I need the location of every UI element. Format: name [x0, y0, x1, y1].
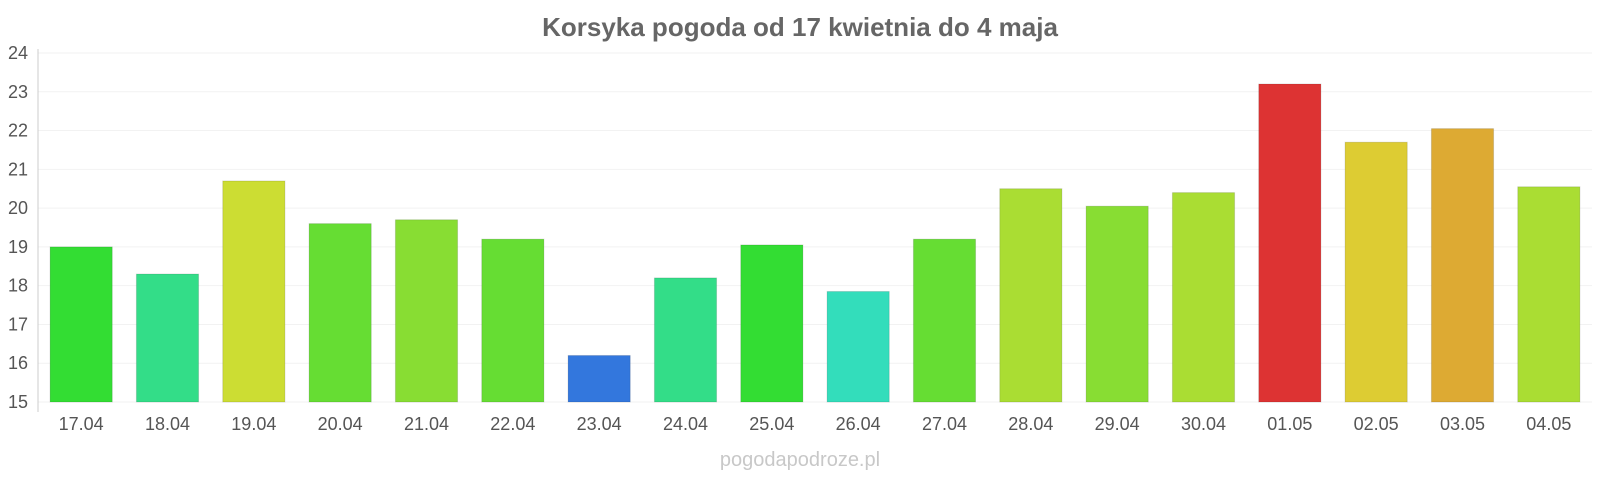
x-tick-label: 04.05 [1526, 414, 1571, 434]
y-tick-label: 21 [8, 159, 28, 179]
bar [481, 238, 545, 403]
bar [222, 180, 286, 403]
bar [826, 290, 890, 403]
x-tick-label: 26.04 [836, 414, 881, 434]
x-tick-label: 02.05 [1354, 414, 1399, 434]
x-tick-label: 29.04 [1095, 414, 1140, 434]
y-tick-label: 20 [8, 198, 28, 218]
y-tick-label: 15 [8, 392, 28, 412]
x-tick-label: 24.04 [663, 414, 708, 434]
x-tick-label: 27.04 [922, 414, 967, 434]
x-tick-label: 21.04 [404, 414, 449, 434]
x-tick-label: 19.04 [231, 414, 276, 434]
x-axis: 17.04 18.04 19.04 20.04 21.04 22.04 23.04 24.04… [59, 414, 1572, 434]
x-tick-label: 30.04 [1181, 414, 1226, 434]
x-tick-label: 18.04 [145, 414, 190, 434]
y-tick-label: 23 [8, 82, 28, 102]
bar [1171, 192, 1236, 403]
bar [1344, 141, 1408, 403]
x-tick-label: 20.04 [318, 414, 363, 434]
bars [49, 83, 1581, 403]
x-tick-label: 01.05 [1267, 414, 1312, 434]
x-tick-label: 28.04 [1008, 414, 1053, 434]
y-axis: 15 16 17 18 19 20 21 22 23 24 [8, 43, 39, 412]
y-tick-label: 18 [8, 276, 28, 296]
bar [308, 223, 372, 403]
gridlines [38, 52, 1592, 403]
bar [1085, 205, 1149, 403]
y-tick-label: 22 [8, 121, 28, 141]
y-tick-label: 17 [8, 314, 28, 334]
y-tick-label: 19 [8, 237, 28, 257]
x-tick-label: 17.04 [59, 414, 104, 434]
bar [49, 246, 113, 403]
bar [135, 273, 200, 403]
x-tick-label: 22.04 [490, 414, 535, 434]
bar [999, 188, 1063, 403]
y-tick-label: 24 [8, 43, 28, 63]
watermark: pogodapodroze.pl [720, 449, 880, 471]
x-tick-label: 23.04 [577, 414, 622, 434]
bar [567, 354, 631, 403]
y-tick-label: 16 [8, 353, 28, 373]
bar [740, 244, 804, 403]
bar [394, 219, 459, 403]
bar [1517, 186, 1581, 403]
bar [653, 277, 718, 403]
x-tick-label: 03.05 [1440, 414, 1485, 434]
bar [1430, 128, 1495, 403]
x-tick-label: 25.04 [749, 414, 794, 434]
bar [1258, 83, 1322, 403]
bar [912, 238, 977, 403]
chart-title: Korsyka pogoda od 17 kwietnia do 4 maja [542, 12, 1058, 42]
